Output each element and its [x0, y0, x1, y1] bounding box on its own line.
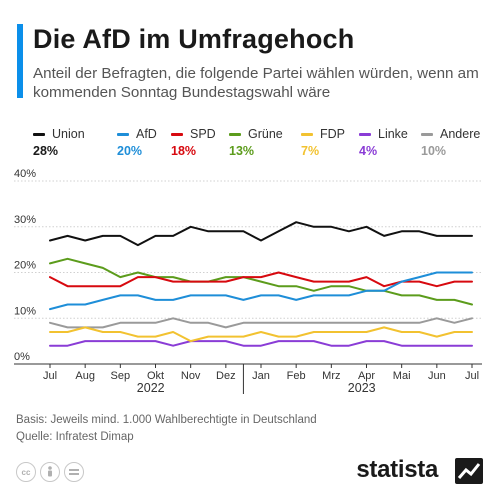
legend-value: 28%: [33, 144, 59, 158]
x-tick-label: Apr: [358, 370, 375, 382]
legend-value: 4%: [359, 144, 378, 158]
legend-value: 20%: [117, 144, 143, 158]
x-tick-label: Mai: [393, 370, 411, 382]
series-line-union: [49, 221, 473, 247]
series-line-linke: [49, 340, 473, 347]
footnote-source: Quelle: Infratest Dimap: [16, 431, 134, 443]
legend-item-fdp[interactable]: FDP 7%: [301, 127, 345, 158]
legend-item-andere[interactable]: Andere 10%: [421, 127, 481, 158]
legend-swatch: [301, 132, 313, 136]
x-tick-label: Dez: [216, 370, 236, 382]
legend-label: Union: [52, 127, 85, 141]
line-chart: 40% 30% 20% 10% 0% Jul Aug Sep Okt Nov Dez Jan Feb Mr…: [14, 168, 482, 395]
legend-swatch: [359, 132, 371, 136]
legend-item-afd[interactable]: AfD 20%: [117, 127, 157, 158]
legend-label: Linke: [378, 127, 408, 141]
attribution-icon[interactable]: [40, 462, 60, 482]
year-label: 2022: [137, 381, 165, 395]
y-tick-label: 30%: [14, 214, 36, 226]
footnote-basis: Basis: Jeweils mind. 1.000 Wahlberechtig…: [16, 414, 317, 426]
y-tick-label: 10%: [14, 305, 36, 317]
legend-item-linke[interactable]: Linke 4%: [359, 127, 408, 158]
legend-swatch: [117, 132, 129, 136]
x-tick-label: Mrz: [322, 370, 340, 382]
accent-bar: [17, 24, 23, 98]
statista-logo-text[interactable]: statista: [356, 456, 438, 483]
legend-swatch: [421, 132, 433, 136]
legend-item-spd[interactable]: SPD 18%: [171, 127, 216, 158]
series-line-andere: [49, 317, 473, 329]
legend-swatch: [33, 132, 45, 136]
year-label: 2023: [348, 381, 376, 395]
chart-title: Die AfD im Umfragehoch: [33, 24, 355, 54]
legend-label: Andere: [440, 127, 481, 141]
statista-logo-icon[interactable]: [455, 458, 483, 484]
legend-value: 13%: [229, 144, 255, 158]
legend-label: FDP: [320, 127, 345, 141]
no-derivatives-icon[interactable]: [64, 462, 84, 482]
legend-value: 10%: [421, 144, 447, 158]
y-tick-label: 20%: [14, 260, 36, 272]
y-tick-label: 40%: [14, 168, 36, 180]
legend-item-union[interactable]: Union 28%: [33, 127, 85, 158]
legend-label: Grüne: [248, 127, 283, 141]
legend-value: 7%: [301, 144, 320, 158]
x-tick-label: Sep: [111, 370, 131, 382]
chart-subtitle: Anteil der Befragten, die folgende Parte…: [33, 65, 479, 101]
series-line-grüne: [49, 257, 473, 306]
x-tick-label: Jul: [43, 370, 57, 382]
x-tick-label: Okt: [147, 370, 164, 382]
legend-item-grüne[interactable]: Grüne 13%: [229, 127, 283, 158]
legend-label: AfD: [136, 127, 157, 141]
x-tick-label: Feb: [287, 370, 306, 382]
series-line-afd: [49, 271, 473, 311]
series-line-fdp: [49, 326, 473, 343]
x-tick-label: Jul: [465, 370, 479, 382]
x-tick-label: Aug: [75, 370, 95, 382]
x-tick-label: Jan: [252, 370, 270, 382]
legend-value: 18%: [171, 144, 197, 158]
x-tick-label: Jun: [428, 370, 446, 382]
legend-swatch: [229, 132, 241, 136]
creative-commons-icon[interactable]: cc: [16, 462, 36, 482]
y-tick-label: 0%: [14, 351, 30, 363]
legend-label: SPD: [190, 127, 216, 141]
license-icons: cc: [16, 462, 84, 482]
legend-swatch: [171, 132, 183, 136]
x-tick-label: Nov: [181, 370, 201, 382]
